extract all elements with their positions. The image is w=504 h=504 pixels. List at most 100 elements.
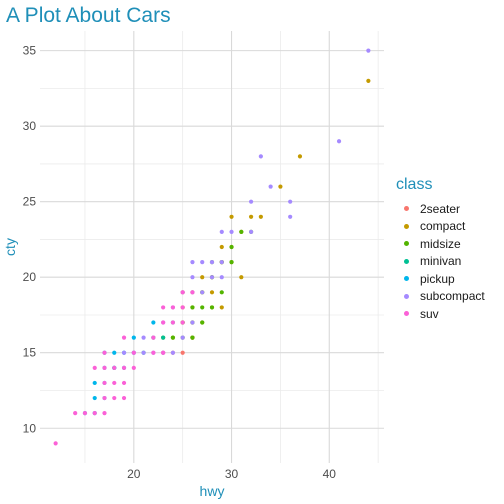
point-subcompact — [288, 199, 293, 204]
legend-item-2seater: 2seater — [396, 200, 485, 218]
point-suv — [161, 350, 166, 355]
legend-swatch — [404, 258, 409, 264]
x-tick-label: 30 — [225, 467, 239, 481]
point-suv — [180, 290, 185, 295]
point-compact — [248, 214, 254, 219]
y-tick-label: 25 — [23, 195, 37, 209]
point-pickup — [112, 350, 117, 355]
y-tick-label: 20 — [23, 270, 37, 284]
point-compact — [200, 275, 205, 280]
point-suv — [112, 395, 117, 401]
point-pickup — [131, 335, 136, 340]
point-midsize — [190, 335, 195, 340]
point-pickup — [151, 320, 156, 325]
point-subcompact — [248, 229, 254, 234]
point-suv — [102, 365, 107, 370]
y-tick-label: 15 — [23, 346, 37, 360]
point-subcompact — [366, 48, 371, 53]
point-suv — [53, 441, 58, 446]
legend-swatch — [404, 293, 409, 299]
x-tick-label: 20 — [127, 467, 141, 481]
point-subcompact — [219, 275, 224, 280]
legend-label: minivan — [420, 254, 462, 269]
point-suv — [170, 320, 176, 325]
point-subcompact — [219, 229, 224, 234]
point-compact — [219, 305, 224, 310]
point-subcompact — [170, 350, 176, 355]
point-midsize — [239, 229, 244, 234]
point-suv — [161, 305, 166, 310]
point-suv — [112, 380, 117, 386]
point-midsize — [229, 244, 234, 250]
x-axis-title: hwy — [200, 483, 225, 499]
point-pickup — [92, 380, 97, 386]
point-suv — [151, 335, 156, 340]
point-midsize — [170, 335, 176, 340]
point-subcompact — [248, 199, 254, 204]
point-suv — [92, 365, 97, 370]
point-compact — [209, 290, 215, 295]
point-suv — [82, 411, 88, 416]
point-suv — [131, 350, 136, 355]
legend-item-minivan: minivan — [396, 253, 485, 271]
point-compact — [229, 214, 234, 219]
legend-swatch — [404, 276, 409, 282]
point-subcompact — [141, 335, 146, 340]
point-suv — [121, 380, 127, 386]
point-compact — [297, 154, 303, 159]
legend: class 2seater compact midsize minivan pickup… — [396, 176, 485, 323]
point-midsize — [219, 290, 224, 295]
legend-title: class — [396, 176, 433, 193]
y-axis-title: cty — [2, 238, 18, 256]
point-2seater — [180, 350, 185, 355]
point-subcompact — [190, 260, 195, 265]
point-suv — [161, 320, 166, 325]
point-subcompact — [209, 260, 215, 265]
point-midsize — [190, 305, 195, 310]
point-subcompact — [268, 184, 273, 189]
legend-label: midsize — [420, 236, 461, 251]
legend-item-compact: compact — [396, 218, 485, 236]
point-subcompact — [141, 350, 146, 355]
y-tick-label: 10 — [23, 421, 37, 435]
point-suv — [131, 365, 136, 370]
chart-title: A Plot About Cars — [6, 4, 171, 27]
point-suv — [180, 320, 185, 325]
point-subcompact — [229, 229, 234, 234]
legend-item-pickup: pickup — [396, 270, 485, 288]
point-subcompact — [219, 260, 224, 265]
legend-swatch — [404, 206, 409, 212]
legend-swatch — [404, 223, 409, 229]
point-subcompact — [190, 320, 195, 325]
point-minivan — [161, 335, 166, 340]
legend-label: compact — [420, 219, 466, 234]
legend-label: pickup — [420, 271, 455, 286]
point-compact — [258, 214, 263, 219]
point-suv — [102, 395, 107, 401]
point-suv — [180, 305, 185, 310]
point-midsize — [209, 305, 215, 310]
point-subcompact — [200, 260, 205, 265]
point-compact — [366, 78, 371, 83]
x-tick-label: 40 — [323, 467, 337, 481]
point-compact — [239, 275, 244, 280]
point-suv — [151, 350, 156, 355]
point-subcompact — [336, 139, 342, 144]
point-compact — [278, 184, 283, 189]
point-suv — [121, 395, 127, 401]
point-subcompact — [288, 214, 293, 219]
point-subcompact — [180, 335, 185, 340]
point-midsize — [200, 320, 205, 325]
point-suv — [92, 411, 97, 416]
point-suv — [112, 365, 117, 370]
point-suv — [102, 350, 107, 355]
point-compact — [219, 244, 224, 250]
point-suv — [73, 411, 78, 416]
point-subcompact — [190, 275, 195, 280]
point-suv — [121, 335, 127, 340]
legend-label: suv — [420, 306, 439, 321]
legend-swatch — [404, 311, 409, 317]
legend-item-suv: suv — [396, 305, 485, 323]
